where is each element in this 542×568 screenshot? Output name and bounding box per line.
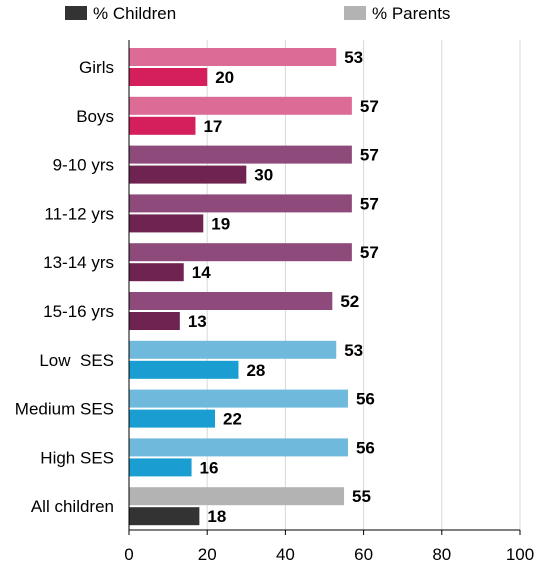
bar-parents-4 bbox=[129, 243, 352, 262]
bars bbox=[129, 48, 352, 526]
value-label-parents-0: 53 bbox=[344, 48, 363, 67]
category-label-5: 15-16 yrs bbox=[43, 302, 114, 321]
bar-parents-9 bbox=[129, 487, 345, 506]
category-labels: Girls Boys 9-10 yrs 11-12 yrs 13-14 yrs 15-16… bbox=[15, 58, 114, 516]
bar-parents-3 bbox=[129, 194, 352, 213]
category-label-6: Low SES bbox=[39, 351, 114, 370]
value-label-parents-5: 52 bbox=[340, 292, 359, 311]
value-label-children-9: 18 bbox=[207, 507, 226, 526]
bar-parents-8 bbox=[129, 438, 348, 457]
value-label-parents-9: 55 bbox=[352, 487, 371, 506]
value-label-children-1: 17 bbox=[203, 117, 222, 136]
bar-children-9 bbox=[129, 507, 200, 526]
bar-children-3 bbox=[129, 214, 204, 233]
value-labels: 53 20 57 17 57 30 57 19 57 14 52 13 53 28 56 22 56 16 55 18 bbox=[188, 48, 379, 526]
value-label-parents-1: 57 bbox=[360, 97, 379, 116]
legend-swatch-parents bbox=[344, 6, 366, 20]
category-label-0: Girls bbox=[79, 58, 114, 77]
legend: % Children % Parents bbox=[65, 4, 450, 23]
bar-parents-1 bbox=[129, 96, 352, 115]
legend-label-children: % Children bbox=[93, 4, 176, 23]
value-label-parents-8: 56 bbox=[356, 438, 375, 457]
category-label-9: All children bbox=[31, 497, 114, 516]
value-label-parents-4: 57 bbox=[360, 243, 379, 262]
value-label-children-2: 30 bbox=[254, 166, 273, 185]
x-tick-label-80: 80 bbox=[432, 545, 451, 564]
value-label-parents-2: 57 bbox=[360, 146, 379, 165]
value-label-parents-3: 57 bbox=[360, 194, 379, 213]
legend-swatch-children bbox=[65, 6, 87, 20]
category-label-4: 13-14 yrs bbox=[43, 253, 114, 272]
x-tick-label-0: 0 bbox=[124, 545, 133, 564]
x-tick-label-100: 100 bbox=[506, 545, 534, 564]
x-tick-label-40: 40 bbox=[276, 545, 295, 564]
value-label-children-3: 19 bbox=[211, 214, 230, 233]
bar-children-4 bbox=[129, 263, 184, 282]
bar-children-6 bbox=[129, 360, 239, 379]
category-label-8: High SES bbox=[40, 448, 114, 467]
legend-label-parents: % Parents bbox=[372, 4, 450, 23]
bar-parents-2 bbox=[129, 145, 352, 164]
x-axis: 0 20 40 60 80 100 bbox=[124, 40, 534, 564]
bar-parents-7 bbox=[129, 389, 348, 408]
value-label-children-0: 20 bbox=[215, 68, 234, 87]
category-label-7: Medium SES bbox=[15, 400, 114, 419]
bar-children-8 bbox=[129, 458, 192, 477]
value-label-children-7: 22 bbox=[223, 410, 242, 429]
category-label-1: Boys bbox=[76, 107, 114, 126]
bar-parents-6 bbox=[129, 340, 337, 359]
bar-children-5 bbox=[129, 312, 180, 330]
value-label-children-4: 14 bbox=[192, 263, 211, 282]
bar-parents-0 bbox=[129, 48, 337, 66]
x-tick-label-60: 60 bbox=[354, 545, 373, 564]
bar-parents-5 bbox=[129, 292, 333, 310]
value-label-children-6: 28 bbox=[246, 361, 265, 380]
value-label-children-5: 13 bbox=[188, 312, 207, 331]
category-label-3: 11-12 yrs bbox=[44, 204, 114, 223]
value-label-children-8: 16 bbox=[200, 458, 219, 477]
x-tick-label-20: 20 bbox=[198, 545, 217, 564]
bar-children-7 bbox=[129, 409, 216, 428]
bar-children-2 bbox=[129, 165, 247, 184]
bar-children-0 bbox=[129, 68, 208, 86]
bar-children-1 bbox=[129, 116, 196, 135]
value-label-parents-6: 53 bbox=[344, 341, 363, 360]
category-label-2: 9-10 yrs bbox=[53, 156, 114, 175]
value-label-parents-7: 56 bbox=[356, 390, 375, 409]
